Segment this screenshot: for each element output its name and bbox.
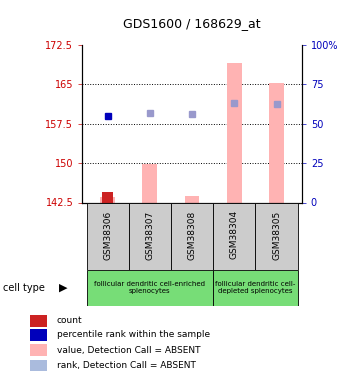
Text: follicular dendritic cell-
depleted splenocytes: follicular dendritic cell- depleted sple…	[215, 281, 296, 294]
Bar	[102, 192, 113, 202]
Text: GSM38306: GSM38306	[103, 210, 112, 260]
Text: value, Detection Call = ABSENT: value, Detection Call = ABSENT	[57, 346, 200, 355]
Text: GSM38305: GSM38305	[272, 210, 281, 260]
Bar	[185, 196, 200, 202]
Bar	[227, 63, 242, 202]
Bar	[129, 202, 171, 270]
Text: GSM38308: GSM38308	[188, 210, 197, 260]
Bar	[213, 202, 256, 270]
Bar	[30, 315, 47, 327]
Text: rank, Detection Call = ABSENT: rank, Detection Call = ABSENT	[57, 361, 196, 370]
Bar	[30, 344, 47, 356]
Text: percentile rank within the sample: percentile rank within the sample	[57, 330, 210, 339]
Bar	[100, 197, 115, 202]
Text: GDS1600 / 168629_at: GDS1600 / 168629_at	[123, 17, 261, 30]
Bar	[86, 270, 213, 306]
Text: ▶: ▶	[59, 283, 68, 293]
Text: count: count	[57, 316, 83, 326]
Bar	[213, 270, 298, 306]
Bar	[256, 202, 298, 270]
Text: follicular dendritic cell-enriched
splenocytes: follicular dendritic cell-enriched splen…	[94, 281, 205, 294]
Bar	[171, 202, 213, 270]
Bar	[269, 83, 284, 203]
Text: GSM38304: GSM38304	[230, 210, 239, 260]
Bar	[86, 202, 129, 270]
Bar	[30, 329, 47, 340]
Text: cell type: cell type	[3, 283, 45, 293]
Bar	[142, 164, 157, 202]
Text: GSM38307: GSM38307	[145, 210, 154, 260]
Bar	[30, 360, 47, 371]
